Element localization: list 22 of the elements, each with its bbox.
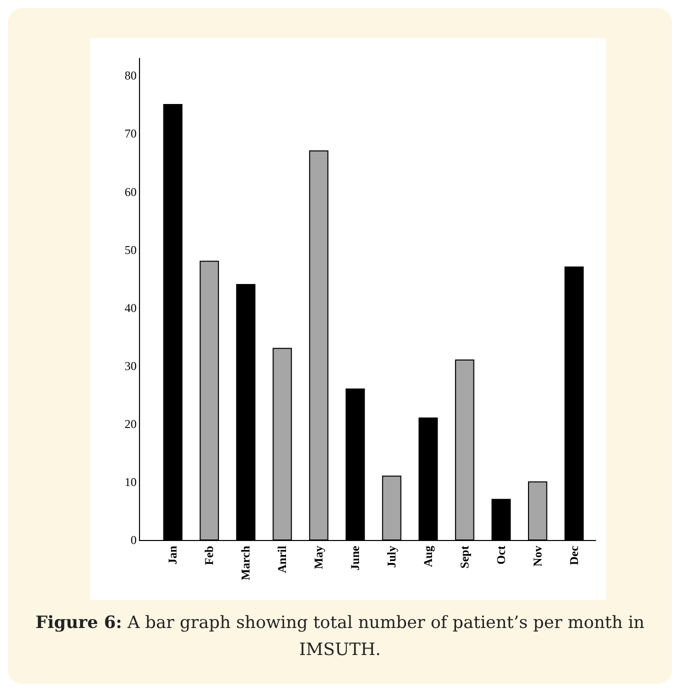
- x-tick-label: Oct: [494, 546, 508, 564]
- y-tick-label: 0: [130, 533, 137, 548]
- x-tick-label: Anril: [275, 545, 290, 574]
- y-tick-label: 60: [124, 184, 137, 199]
- x-tick-label: June: [348, 545, 362, 570]
- y-tick-label: 30: [124, 358, 137, 373]
- y-tick-label: 80: [124, 68, 137, 83]
- y-tick-label: 10: [124, 475, 137, 490]
- x-tick-label: Jan: [166, 545, 180, 564]
- x-tick-label: Sept: [458, 546, 472, 568]
- y-tick-label: 20: [124, 417, 137, 432]
- x-tick-label: March: [238, 545, 253, 580]
- x-tick-label: Dec: [567, 545, 582, 566]
- x-tick-label: Feb: [202, 545, 216, 566]
- caption: Figure 6: A bar graph showing total number of patient’s per month in IMSUTH.: [34, 612, 646, 662]
- y-tick-label: 40: [124, 300, 137, 315]
- x-tick-label: May: [312, 546, 326, 570]
- x-tick-label: Aug: [421, 546, 436, 568]
- y-tick-label: 70: [124, 126, 137, 141]
- x-tick-label: July: [384, 546, 399, 568]
- x-tick-label: Nov: [530, 546, 545, 566]
- y-tick-label: 50: [124, 242, 137, 257]
